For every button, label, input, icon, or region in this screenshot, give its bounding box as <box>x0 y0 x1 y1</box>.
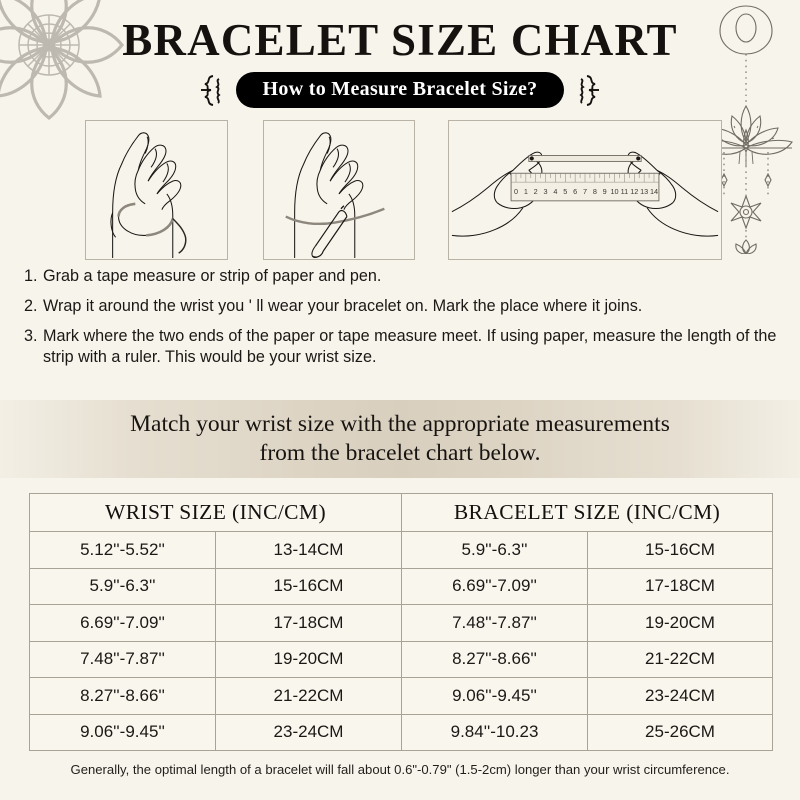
mandala-ornament-icon <box>0 0 144 140</box>
ruler-tick-label: 6 <box>573 187 577 196</box>
badge-label: How to Measure Bracelet Size? <box>235 72 565 108</box>
step-text: Grab a tape measure or strip of paper an… <box>43 267 382 285</box>
match-size-banner: Match your wrist size with the appropria… <box>0 400 800 478</box>
table-cell-3: 9.84''-10.23 <box>401 713 589 751</box>
table-header-row: WRIST SIZE (INC/CM) BRACELET SIZE (INC/C… <box>28 493 774 532</box>
ruler-tick-label: 3 <box>544 187 548 196</box>
table-cell-1: 7.48''-7.87'' <box>29 640 216 678</box>
table-cell-4: 23-24CM <box>587 677 774 715</box>
table-row: 9.06''-9.45'' 23-24CM 9.84''-10.23 25-26CM <box>29 713 774 751</box>
page-title: BRACELET SIZE CHART <box>122 15 678 65</box>
ruler-tick-label: 11 <box>621 187 629 196</box>
measure-steps-list: 1. Grab a tape measure or strip of paper… <box>24 266 784 377</box>
step-number: 1. <box>24 267 38 285</box>
banner-line-1: Match your wrist size with the appropria… <box>130 411 670 438</box>
list-item: 2. Wrap it around the wrist you ' ll wea… <box>24 296 784 317</box>
ruler-tick-label: 1 <box>524 187 528 196</box>
ruler-tick-label: 7 <box>583 187 587 196</box>
ruler-tick-label: 10 <box>611 187 619 196</box>
ruler-tick-label: 9 <box>603 187 607 196</box>
table-cell-2: 13-14CM <box>214 531 403 569</box>
ruler-tick-label: 13 <box>640 187 648 196</box>
footer-note: Generally, the optimal length of a brace… <box>70 762 730 777</box>
table-cell-1: 6.69''-7.09'' <box>29 604 216 642</box>
ruler-tick-labels: 0 1 2 3 4 5 6 7 8 9 10 11 12 13 14 <box>514 187 658 196</box>
table-row: 5.9''-6.3'' 15-16CM 6.69''-7.09'' 17-18CM <box>29 567 774 605</box>
ruler-tick-label: 5 <box>563 187 567 196</box>
illustration-hand-with-tape-measure <box>85 120 228 260</box>
table-cell-3: 8.27''-8.66'' <box>401 640 589 678</box>
table-cell-2: 19-20CM <box>214 640 403 678</box>
ruler-tick-label: 0 <box>514 187 518 196</box>
bracelet-size-table: WRIST SIZE (INC/CM) BRACELET SIZE (INC/C… <box>28 493 774 751</box>
step-text: Wrap it around the wrist you ' ll wear y… <box>43 297 643 316</box>
table-cell-3: 5.9''-6.3'' <box>401 531 589 569</box>
step-number: 3. <box>24 327 38 346</box>
table-cell-2: 17-18CM <box>214 604 403 642</box>
list-item: 3. Mark where the two ends of the paper … <box>24 326 784 367</box>
table-cell-1: 5.12''-5.52'' <box>29 531 216 569</box>
table-cell-3: 6.69''-7.09'' <box>401 567 589 605</box>
ruler-tick-label: 12 <box>630 187 638 196</box>
ruler-tick-label: 8 <box>593 187 597 196</box>
table-cell-3: 7.48''-7.87'' <box>401 604 589 642</box>
flourish-left-icon <box>199 73 225 107</box>
table-cell-2: 15-16CM <box>214 567 403 605</box>
table-cell-4: 25-26CM <box>587 713 774 751</box>
badge-row: How to Measure Bracelet Size? <box>0 72 800 108</box>
banner-line-2: from the bracelet chart below. <box>259 440 541 466</box>
list-item: 1. Grab a tape measure or strip of paper… <box>24 266 784 287</box>
table-cell-2: 23-24CM <box>214 713 403 751</box>
table-body: 5.12''-5.52'' 13-14CM 5.9''-6.3'' 15-16CM 5.… <box>29 531 774 751</box>
ruler-tick-label: 14 <box>650 187 658 196</box>
column-header-bracelet-size: BRACELET SIZE (INC/CM) <box>401 493 774 532</box>
step-number: 2. <box>24 297 38 316</box>
ruler-tick-label: 2 <box>534 187 538 196</box>
table-cell-4: 15-16CM <box>587 531 774 569</box>
table-cell-4: 17-18CM <box>587 567 774 605</box>
table-cell-4: 21-22CM <box>587 640 774 678</box>
table-cell-2: 21-22CM <box>214 677 403 715</box>
table-cell-3: 9.06''-9.45'' <box>401 677 589 715</box>
table-row: 7.48''-7.87'' 19-20CM 8.27''-8.66'' 21-22CM <box>29 640 774 678</box>
table-row: 8.27''-8.66'' 21-22CM 9.06''-9.45'' 23-24CM <box>29 677 774 715</box>
flourish-right-icon <box>575 73 601 107</box>
ruler-tick-label: 4 <box>553 187 557 196</box>
table-row: 6.69''-7.09'' 17-18CM 7.48''-7.87'' 19-20CM <box>29 604 774 642</box>
step-text: Mark where the two ends of the paper or … <box>43 327 777 367</box>
table-cell-1: 8.27''-8.66'' <box>29 677 216 715</box>
table-cell-1: 5.9''-6.3'' <box>29 567 216 605</box>
illustration-hand-with-pen-marking <box>263 120 415 260</box>
illustration-hands-measuring-strip-with-ruler: 0 1 2 3 4 5 6 7 8 9 10 11 12 13 14 <box>448 120 722 260</box>
table-cell-1: 9.06''-9.45'' <box>29 713 216 751</box>
table-cell-4: 19-20CM <box>587 604 774 642</box>
column-header-wrist-size: WRIST SIZE (INC/CM) <box>28 493 403 532</box>
table-row: 5.12''-5.52'' 13-14CM 5.9''-6.3'' 15-16CM <box>29 531 774 569</box>
